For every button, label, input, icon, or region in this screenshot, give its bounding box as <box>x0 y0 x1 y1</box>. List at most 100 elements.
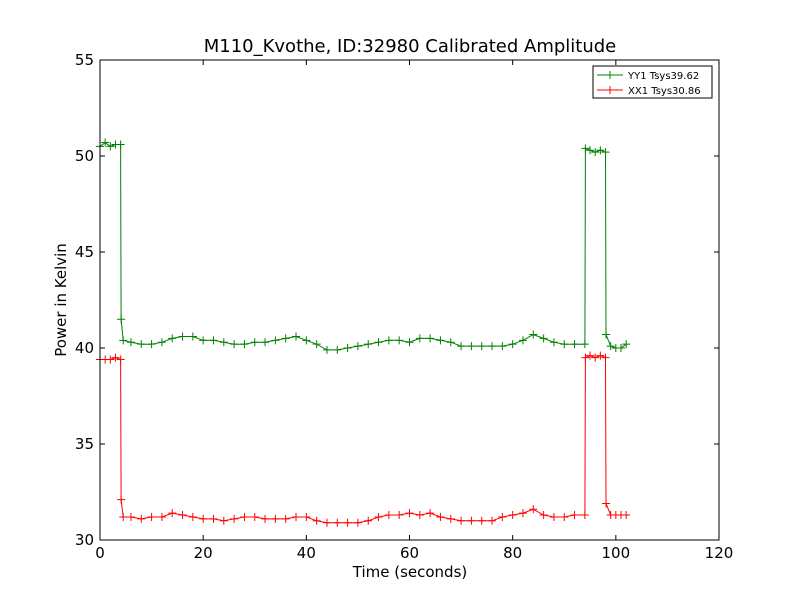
data-point-marker <box>395 336 404 345</box>
data-point-marker <box>549 338 558 347</box>
data-point-marker <box>616 344 625 352</box>
data-point-marker <box>199 336 208 345</box>
data-point-marker <box>312 516 321 525</box>
data-point-marker <box>302 512 311 521</box>
data-point-marker <box>168 509 177 518</box>
data-point-marker <box>602 499 611 508</box>
data-point-marker <box>602 330 611 339</box>
data-point-marker <box>119 336 128 345</box>
legend-label: XX1 Tsys30.86 <box>628 86 701 97</box>
x-tick-label: 100 <box>602 544 631 562</box>
data-point-marker <box>116 355 125 364</box>
data-point-marker <box>219 516 228 525</box>
data-point-marker <box>560 340 569 349</box>
data-point-marker <box>137 514 146 523</box>
data-point-marker <box>261 514 270 523</box>
data-point-marker <box>384 511 393 520</box>
data-point-marker <box>415 334 424 343</box>
data-point-marker <box>240 512 249 521</box>
data-point-marker <box>446 514 455 523</box>
data-point-marker <box>477 342 486 351</box>
data-point-marker <box>601 353 610 362</box>
data-point-marker <box>581 144 590 153</box>
data-point-marker <box>343 518 352 527</box>
data-point-marker <box>581 353 590 362</box>
data-point-marker <box>116 140 125 149</box>
data-point-marker <box>111 353 120 362</box>
data-point-marker <box>436 336 445 345</box>
data-point-marker <box>601 148 610 157</box>
data-point-marker <box>467 342 476 351</box>
data-point-marker <box>364 340 373 349</box>
data-point-marker <box>580 511 589 520</box>
data-point-marker <box>570 340 579 349</box>
data-point-marker <box>333 518 342 527</box>
y-tick-label: 55 <box>75 51 94 69</box>
data-point-marker <box>467 516 476 525</box>
data-point-marker <box>622 340 631 349</box>
x-tick-label: 60 <box>400 544 419 562</box>
data-point-marker <box>488 516 497 525</box>
data-point-marker <box>281 334 290 343</box>
data-point-marker <box>117 315 126 324</box>
data-point-marker <box>126 338 135 347</box>
data-point-marker <box>508 340 517 349</box>
y-tick-label: 40 <box>75 339 94 357</box>
x-tick-label: 40 <box>297 544 316 562</box>
data-point-marker <box>230 514 239 523</box>
data-point-marker <box>488 342 497 351</box>
data-point-marker <box>353 342 362 351</box>
data-point-marker <box>586 351 595 360</box>
axes-layer: 0 20 40 60 80 100 120 30 35 40 45 50 55 <box>75 51 733 562</box>
data-point-marker <box>606 342 615 351</box>
data-point-marker <box>199 514 208 523</box>
data-point-marker <box>570 511 579 520</box>
data-point-marker <box>157 338 166 347</box>
data-point-marker <box>405 509 414 518</box>
data-point-marker <box>119 512 128 521</box>
data-point-marker <box>446 338 455 347</box>
data-point-marker <box>302 336 311 345</box>
legend: YY1 Tsys39.62 XX1 Tsys30.86 <box>592 65 713 99</box>
data-point-marker <box>178 511 187 520</box>
data-point-marker <box>498 342 507 351</box>
data-point-marker <box>250 512 259 521</box>
data-point-marker <box>426 334 435 343</box>
x-tick-label: 20 <box>194 544 213 562</box>
data-point-marker <box>147 512 156 521</box>
data-point-marker <box>209 336 218 345</box>
series-2 <box>96 351 631 527</box>
data-point-marker <box>586 146 595 155</box>
data-point-marker <box>384 336 393 345</box>
data-point-marker <box>126 512 135 521</box>
legend-item: YY1 Tsys39.62 <box>597 71 699 82</box>
data-point-marker <box>415 511 424 520</box>
data-point-marker <box>178 332 187 341</box>
data-point-marker <box>312 340 321 349</box>
data-point-marker <box>591 353 600 362</box>
data-point-marker <box>157 512 166 521</box>
data-point-marker <box>539 511 548 520</box>
data-point-marker <box>322 518 331 527</box>
data-point-marker <box>322 345 331 354</box>
data-point-marker <box>518 509 527 518</box>
series-layer <box>96 138 631 527</box>
legend-swatch-marker <box>606 71 614 79</box>
series-1 <box>96 138 631 354</box>
data-point-marker <box>518 336 527 345</box>
data-point-marker <box>137 340 146 349</box>
data-point-marker <box>261 338 270 347</box>
data-point-marker <box>292 332 301 341</box>
data-point-marker <box>405 338 414 347</box>
data-point-marker <box>498 512 507 521</box>
data-point-marker <box>374 512 383 521</box>
y-tick-label: 50 <box>75 147 94 165</box>
data-point-marker <box>560 512 569 521</box>
data-point-marker <box>508 511 517 520</box>
data-point-marker <box>250 338 259 347</box>
data-point-marker <box>106 355 115 364</box>
data-point-marker <box>426 509 435 518</box>
legend-box <box>592 65 713 99</box>
data-point-marker <box>219 338 228 347</box>
